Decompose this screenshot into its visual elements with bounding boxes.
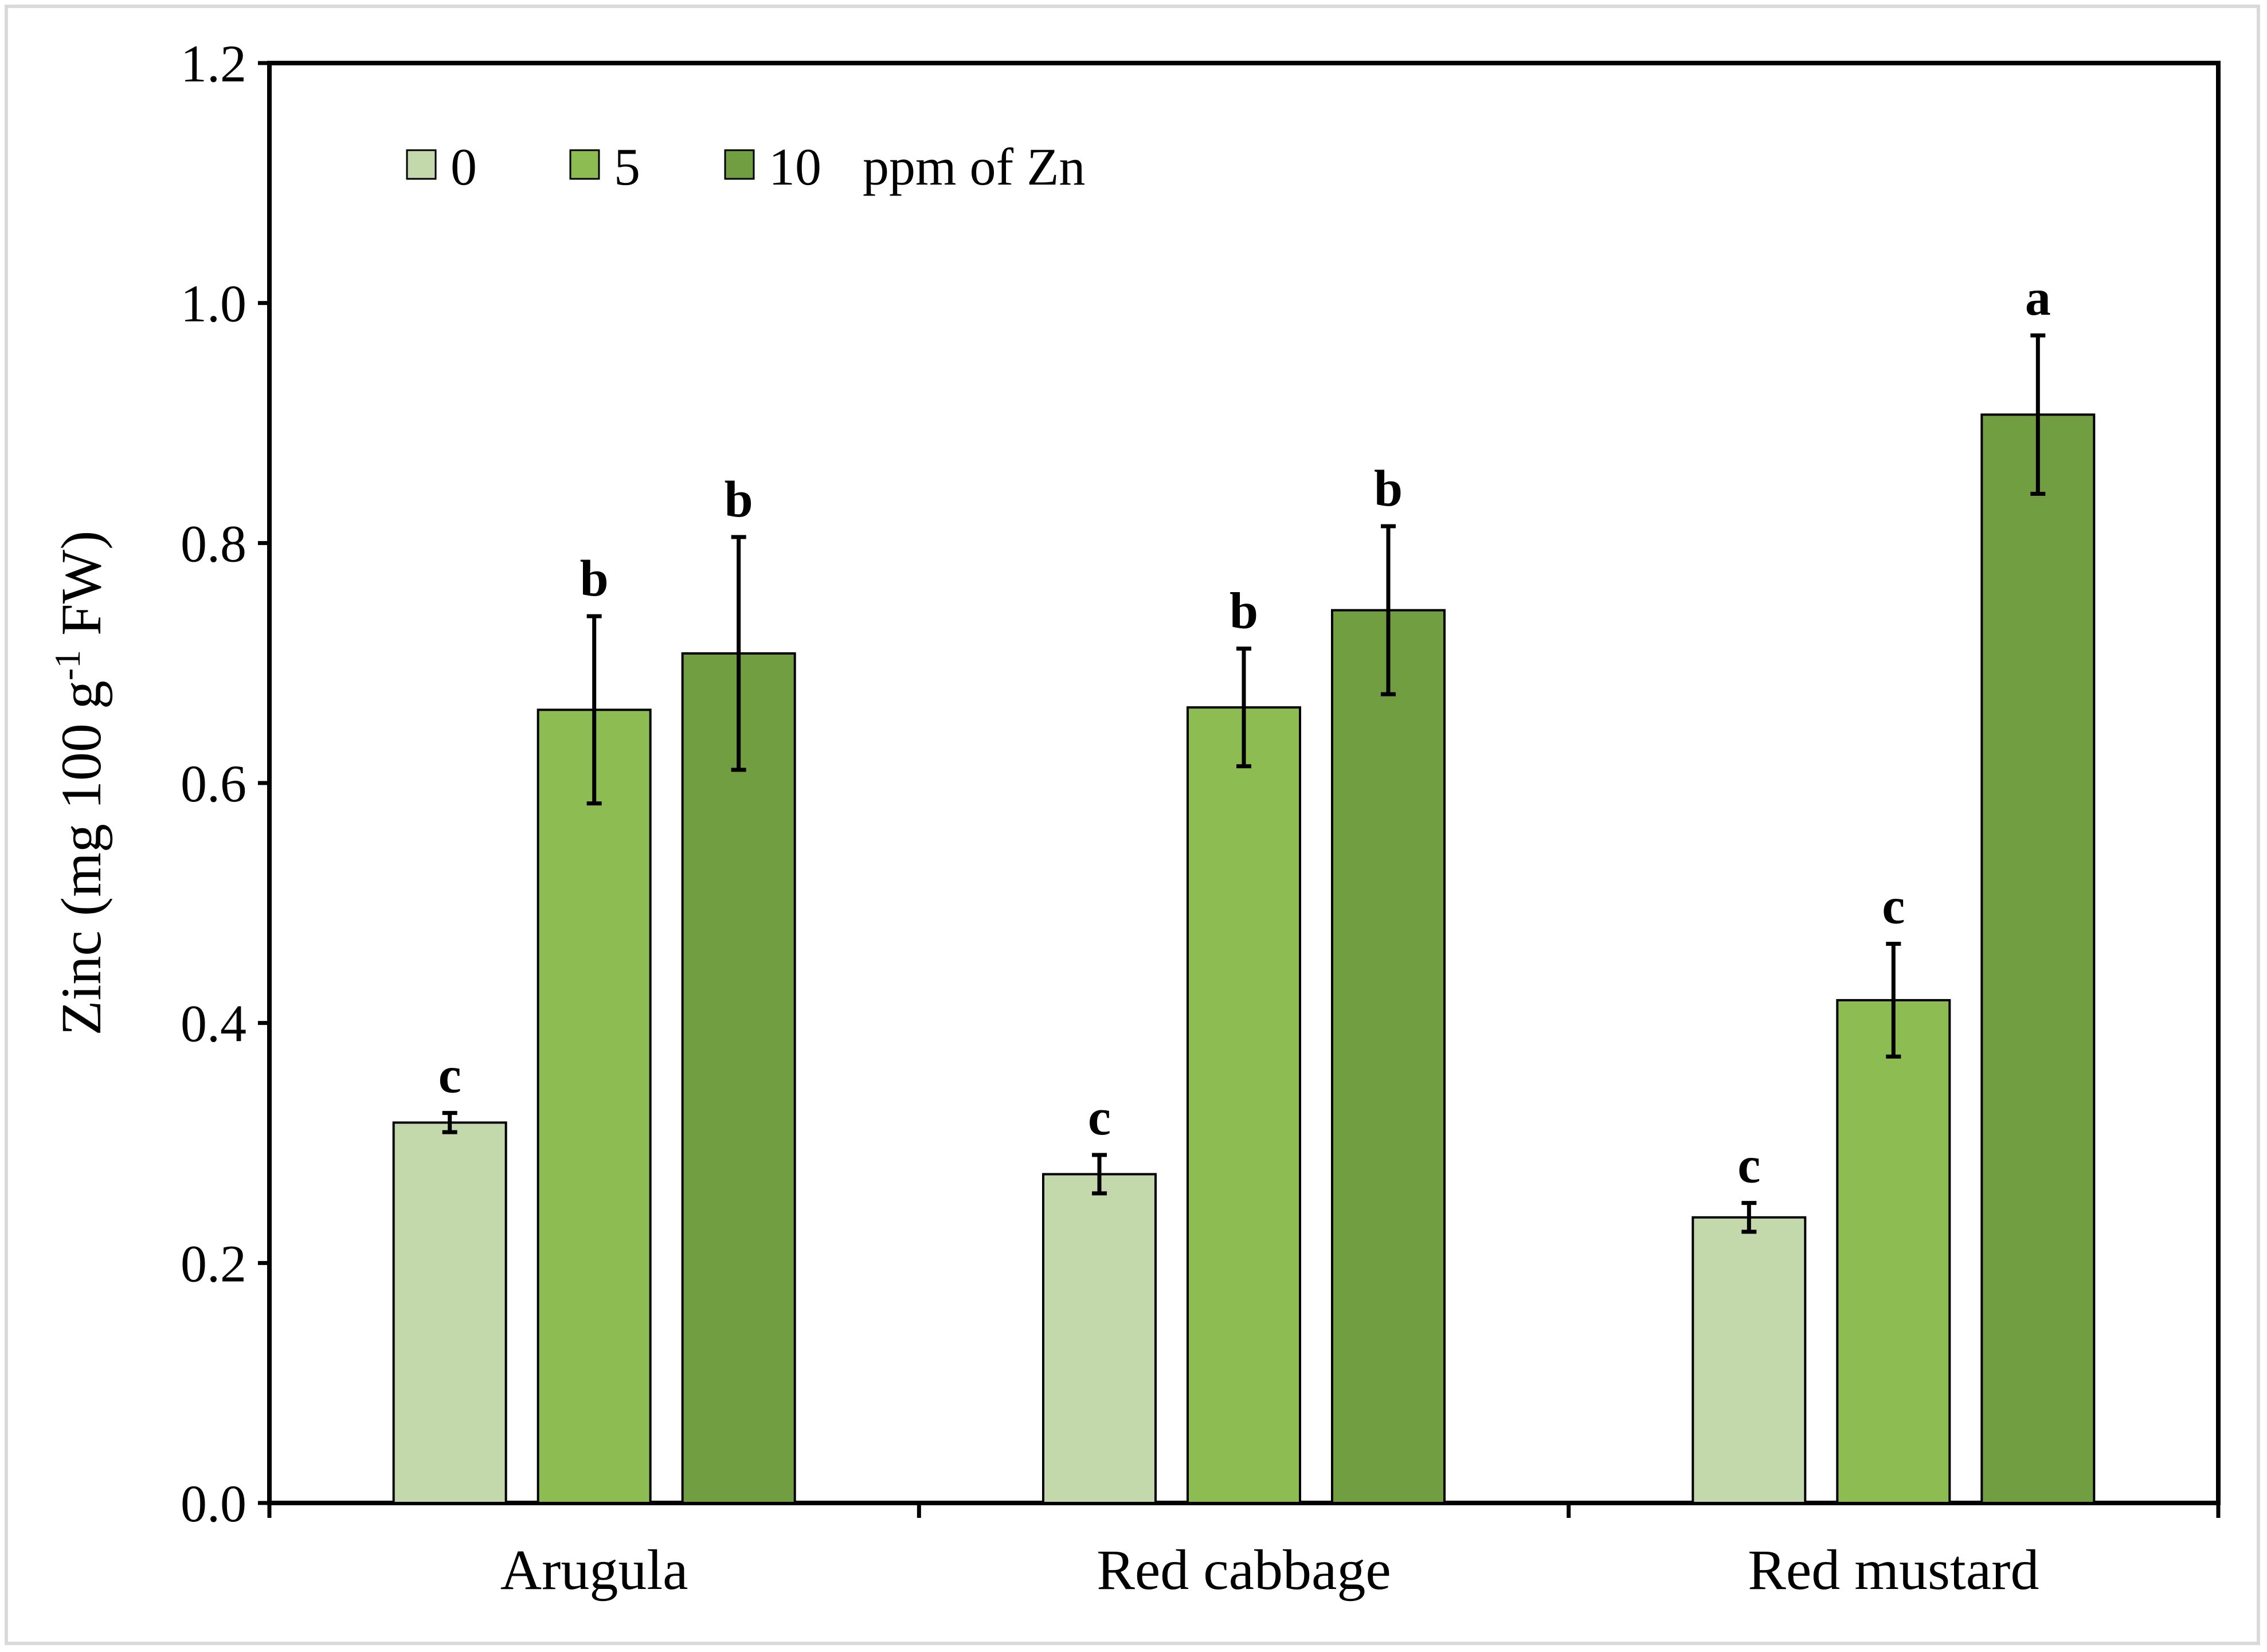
y-tick-label: 0.8 bbox=[181, 514, 246, 573]
y-axis-label-main: Zinc (mg 100 g bbox=[49, 680, 113, 1035]
y-axis-label-sup: -1 bbox=[47, 650, 88, 680]
significance-letter: c bbox=[1882, 878, 1905, 935]
significance-letter: b bbox=[1374, 460, 1403, 517]
y-tick-label: 0.6 bbox=[181, 754, 246, 813]
bar bbox=[1980, 413, 2096, 1504]
significance-letter: c bbox=[1088, 1089, 1111, 1146]
legend-suffix: ppm of Zn bbox=[863, 138, 1085, 196]
bar bbox=[392, 1121, 507, 1504]
bar bbox=[1187, 706, 1301, 1504]
legend-swatch bbox=[569, 149, 600, 180]
legend-label: 5 bbox=[614, 138, 640, 196]
bar bbox=[1042, 1173, 1157, 1505]
significance-letter: a bbox=[2025, 269, 2051, 326]
legend-label: 0 bbox=[451, 138, 477, 196]
x-category-label: Red cabbage bbox=[1097, 1538, 1391, 1602]
significance-letter: b bbox=[725, 471, 753, 528]
bar bbox=[1331, 609, 1446, 1504]
y-tick-label: 1.0 bbox=[181, 275, 246, 333]
y-axis-label: Zinc (mg 100 g-1 FW) bbox=[47, 531, 113, 1036]
y-tick-label: 1.2 bbox=[181, 34, 246, 93]
bar bbox=[1692, 1216, 1807, 1504]
x-category-label: Red mustard bbox=[1748, 1538, 2039, 1602]
significance-letter: c bbox=[1737, 1137, 1760, 1194]
x-category-label: Arugula bbox=[500, 1538, 688, 1602]
legend-swatch bbox=[406, 149, 437, 180]
bar bbox=[681, 652, 796, 1504]
significance-letter: c bbox=[438, 1047, 461, 1104]
significance-letter: b bbox=[580, 550, 609, 607]
bar bbox=[537, 708, 652, 1504]
y-axis-label-tail: FW) bbox=[49, 531, 113, 650]
y-tick-label: 0.0 bbox=[181, 1474, 246, 1533]
legend-swatch bbox=[724, 149, 755, 180]
legend-label: 10 bbox=[769, 138, 821, 196]
y-tick-label: 0.2 bbox=[181, 1234, 246, 1293]
y-tick-label: 0.4 bbox=[181, 995, 246, 1053]
significance-letter: b bbox=[1230, 583, 1258, 640]
bar bbox=[1836, 999, 1951, 1504]
